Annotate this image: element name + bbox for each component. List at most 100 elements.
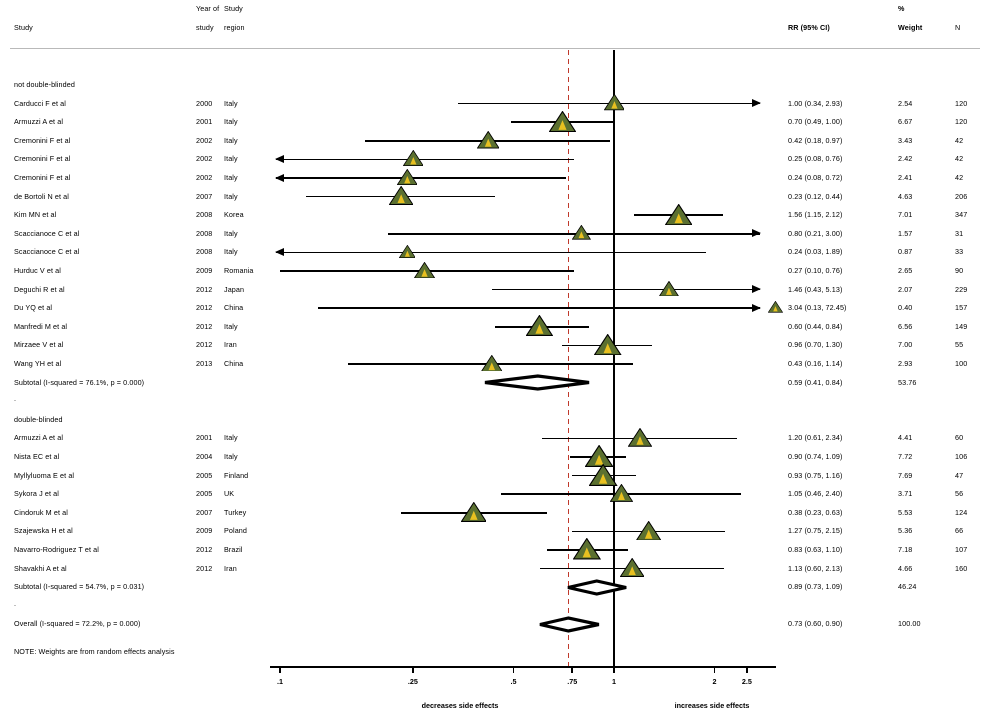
axis-right-caption: increases side effects — [674, 701, 750, 710]
row-region: Italy — [224, 173, 238, 182]
subtotal-diamond — [567, 579, 627, 596]
axis-tick — [713, 667, 716, 673]
overall-effect-line — [567, 50, 570, 667]
study-marker — [609, 484, 633, 503]
row-weight: 0.87 — [898, 247, 913, 257]
row-study-label: Carducci F et al — [14, 98, 66, 108]
header-rr: RR (95% CI) — [788, 23, 830, 32]
row-estimate: 1.27 (0.75, 2.15) — [788, 526, 843, 536]
study-marker — [573, 538, 601, 560]
row-weight: 7.18 — [898, 545, 913, 554]
row-n: 106 — [955, 452, 968, 461]
row-n: 149 — [955, 321, 968, 331]
study-marker — [460, 501, 487, 522]
axis-tick — [512, 667, 515, 673]
row-study-label: Armuzzi A et al — [14, 117, 64, 127]
study-marker — [589, 463, 618, 486]
row-n: 42 — [955, 154, 964, 164]
row-n: 47 — [955, 470, 964, 480]
row-study-label: Subtotal (I-squared = 54.7%, p = 0.031) — [14, 582, 145, 592]
group-heading: double-blinded — [14, 414, 63, 424]
row-n: 42 — [955, 173, 964, 182]
axis-tick-label: .5 — [510, 677, 517, 686]
group-spacer-dot: . — [14, 394, 17, 404]
row-region: UK — [224, 489, 235, 499]
study-marker — [480, 354, 503, 372]
header-year: study — [196, 23, 214, 32]
row-study-label: Deguchi R et al — [14, 284, 65, 294]
row-estimate: 0.90 (0.74, 1.09) — [788, 452, 843, 461]
row-study-label: Mirzaee V et al — [14, 340, 64, 350]
row-estimate: 0.24 (0.08, 0.72) — [788, 173, 843, 182]
row-study-label: Manfredi M et al — [14, 321, 68, 331]
row-estimate: 0.93 (0.75, 1.16) — [788, 470, 843, 480]
row-year: 2008 — [196, 228, 213, 238]
row-n: 90 — [955, 266, 964, 275]
row-weight: 3.43 — [898, 135, 913, 145]
study-marker — [548, 110, 576, 132]
row-estimate: 0.89 (0.73, 1.09) — [788, 582, 843, 592]
row-year: 2012 — [196, 545, 213, 554]
row-year: 2007 — [196, 191, 213, 201]
study-marker — [584, 444, 613, 467]
row-estimate: 1.13 (0.60, 2.13) — [788, 563, 843, 573]
row-estimate: 0.83 (0.63, 1.10) — [788, 545, 843, 554]
row-year: 2012 — [196, 340, 213, 350]
row-weight: 53.76 — [898, 377, 917, 387]
row-weight: 2.42 — [898, 154, 913, 164]
row-year: 2008 — [196, 210, 213, 220]
row-region: Italy — [224, 154, 238, 164]
row-year: 2000 — [196, 98, 213, 108]
study-marker — [658, 280, 679, 297]
ci-line — [276, 177, 567, 179]
row-weight: 3.71 — [898, 489, 913, 499]
row-year: 2012 — [196, 563, 213, 573]
row-weight: 2.41 — [898, 173, 913, 182]
row-region: Iran — [224, 340, 237, 350]
row-weight: 4.66 — [898, 563, 913, 573]
row-region: China — [224, 303, 244, 313]
row-year: 2001 — [196, 433, 213, 443]
group-heading: not double-blinded — [14, 80, 75, 89]
study-marker — [572, 225, 591, 241]
row-study-label: Kim MN et al — [14, 210, 57, 220]
row-year: 2002 — [196, 135, 213, 145]
row-weight: 5.53 — [898, 507, 913, 517]
row-weight: 4.63 — [898, 191, 913, 201]
axis-tick-label: .25 — [407, 677, 418, 686]
row-study-label: Cremonini F et al — [14, 154, 71, 164]
study-marker — [402, 150, 424, 167]
study-marker — [664, 203, 693, 225]
study-marker — [396, 168, 418, 186]
row-estimate: 1.00 (0.34, 2.93) — [788, 98, 843, 108]
study-marker — [767, 301, 783, 313]
study-marker — [476, 131, 500, 149]
row-estimate: 0.80 (0.21, 3.00) — [788, 228, 843, 238]
row-study-label: Scaccianoce C et al — [14, 228, 80, 238]
row-year: 2005 — [196, 470, 213, 480]
header-weight-line1: % — [898, 4, 905, 13]
study-marker — [603, 94, 625, 111]
row-estimate: 0.43 (0.16, 1.14) — [788, 359, 843, 368]
axis-tick-label: 2.5 — [741, 677, 752, 686]
row-estimate: 0.42 (0.18, 0.97) — [788, 135, 843, 145]
row-n: 206 — [955, 191, 968, 201]
ci-arrow-right — [752, 99, 761, 108]
ci-arrow-right — [752, 303, 761, 312]
row-n: 56 — [955, 489, 964, 499]
row-weight: 2.65 — [898, 266, 913, 275]
row-n: 107 — [955, 545, 968, 554]
ci-arrow-right — [752, 229, 761, 238]
row-n: 124 — [955, 507, 968, 517]
row-weight: 2.54 — [898, 98, 913, 108]
row-study-label: Subtotal (I-squared = 76.1%, p = 0.000) — [14, 377, 145, 387]
row-year: 2005 — [196, 489, 213, 499]
axis-tick-label: 2 — [712, 677, 717, 686]
ci-arrow-right — [752, 285, 761, 294]
axis-tick-label: 1 — [612, 677, 616, 686]
row-region: Italy — [224, 247, 238, 257]
row-region: Brazil — [224, 545, 243, 554]
row-year: 2008 — [196, 247, 213, 257]
row-region: Turkey — [224, 507, 247, 517]
